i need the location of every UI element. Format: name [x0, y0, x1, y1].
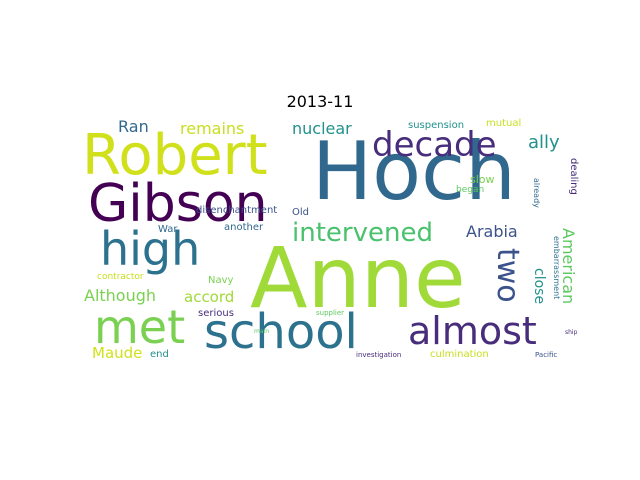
word-began: began — [456, 185, 485, 195]
word-decade: decade — [372, 125, 497, 165]
word-intervened: intervened — [292, 218, 433, 248]
word-arabia: Arabia — [466, 222, 518, 241]
word-war: War — [158, 224, 178, 235]
word-another: another — [224, 222, 264, 233]
word-navy: Navy — [208, 275, 234, 286]
word-american: American — [559, 228, 578, 305]
word-slow: slow — [470, 173, 495, 186]
word-ran: Ran — [118, 117, 149, 136]
word-already: already — [532, 178, 541, 208]
word-gibson: Gibson — [88, 174, 268, 234]
word-main: main — [254, 328, 269, 335]
chart-title: 2013-11 — [286, 92, 354, 111]
word-ally: ally — [528, 132, 560, 153]
word-close: close — [531, 268, 547, 305]
word-school: school — [204, 304, 358, 360]
word-serious: serious — [198, 308, 234, 319]
word-maude: Maude — [92, 344, 143, 362]
word-supplier: supplier — [316, 309, 345, 317]
word-anne: Anne — [250, 229, 466, 327]
word-dealing: dealing — [568, 158, 579, 195]
word-robert: Robert — [82, 123, 268, 188]
word-disenchantment: disenchantment — [196, 205, 278, 216]
word-almost: almost — [408, 309, 537, 353]
word-investigation: investigation — [356, 351, 402, 359]
word-met: met — [94, 300, 186, 354]
word-pacific: Pacific — [535, 351, 558, 359]
word-contractor: contractor — [97, 272, 144, 282]
word-ship: ship — [565, 329, 578, 336]
word-mutual: mutual — [486, 118, 522, 129]
word-although: Although — [84, 286, 157, 305]
word-embarrassment: embarrassment — [552, 236, 561, 300]
word-old: Old — [292, 207, 309, 218]
word-culmination: culmination — [430, 349, 489, 360]
word-hoch: Hoch — [312, 125, 516, 218]
word-high: high — [100, 222, 201, 276]
word-accord: accord — [184, 288, 235, 306]
word-end: end — [150, 349, 169, 360]
word-cloud: Hoch Anne Robert Gibson high school met almost d… — [80, 116, 580, 366]
word-nuclear: nuclear — [292, 119, 352, 138]
word-suspension: suspension — [408, 120, 465, 131]
word-two: two — [490, 248, 525, 303]
word-remains: remains — [180, 119, 245, 138]
